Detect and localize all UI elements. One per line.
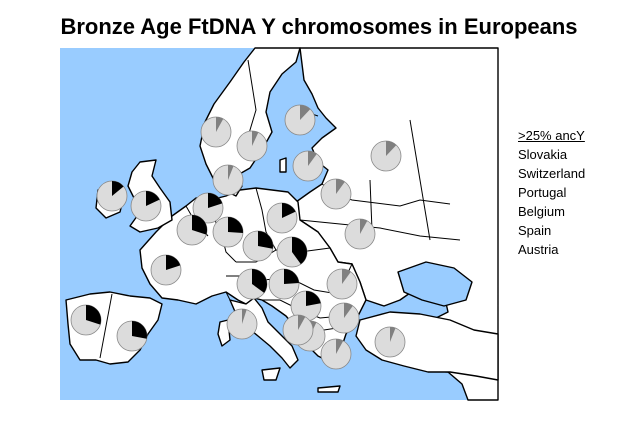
pie-germany-west — [212, 216, 244, 248]
pie-germany-east — [266, 202, 298, 234]
landmass-sicily — [261, 367, 281, 381]
pie-belgium — [176, 214, 208, 246]
legend-header: >25% ancY — [518, 128, 585, 143]
pie-slice-gray — [252, 131, 259, 146]
pie-slice-gray — [390, 327, 396, 342]
pie-slice-dark — [252, 269, 267, 293]
pie-spain — [116, 320, 148, 352]
pie-slice-dark — [192, 215, 208, 235]
pie-bulgaria — [328, 302, 360, 334]
pie-sweden-south — [212, 164, 244, 196]
pie-slice-dark — [132, 321, 148, 339]
pie-russia-north — [370, 140, 402, 172]
map-title: Bronze Age FtDNA Y chromosomes in Europe… — [60, 14, 578, 39]
pie-slice-dark — [86, 305, 101, 325]
pie-slice-gray — [298, 315, 306, 330]
pie-slice-dark — [284, 269, 299, 284]
pie-greece — [320, 338, 352, 370]
pie-slice-gray — [336, 179, 345, 194]
pie-slice-gray — [386, 141, 397, 156]
pie-romania — [326, 268, 358, 300]
pie-hungary — [268, 268, 300, 300]
pie-france — [150, 254, 182, 286]
pie-britain — [130, 190, 162, 222]
pie-slice-dark — [146, 191, 160, 206]
pie-layer — [70, 104, 406, 370]
pie-belarus-ukraine — [344, 218, 376, 250]
pie-slice-gray — [344, 303, 353, 318]
pie-slice-gray — [308, 151, 317, 166]
pie-slice-dark — [292, 237, 308, 265]
legend-item-portugal: Portugal — [518, 185, 567, 200]
pie-slice-dark — [208, 193, 223, 208]
landmass-crete — [317, 385, 341, 393]
pie-slovakia — [276, 236, 308, 268]
pie-italy-south — [282, 314, 314, 346]
pie-slice-dark — [112, 181, 124, 196]
pie-slice-dark — [306, 291, 321, 306]
legend-item-slovakia: Slovakia — [518, 147, 568, 162]
pie-slice-gray — [300, 105, 311, 120]
pie-portugal — [70, 304, 102, 336]
pie-italy-north — [226, 308, 258, 340]
pie-ireland — [96, 180, 128, 212]
pie-slice-dark — [282, 203, 296, 218]
pie-turkey — [374, 326, 406, 358]
pie-slice-dark — [258, 231, 273, 249]
pie-slice-gray — [360, 219, 368, 234]
pie-croatia — [290, 290, 322, 322]
pie-austria — [242, 230, 274, 262]
pie-norway-east — [236, 130, 268, 162]
pie-slice-gray — [216, 117, 224, 132]
landmass-gotland — [279, 157, 287, 173]
pie-norway-west — [200, 116, 232, 148]
pie-finland — [284, 104, 316, 136]
pie-baltics — [292, 150, 324, 182]
pie-poland — [320, 178, 352, 210]
pie-slice-gray — [242, 309, 247, 324]
pie-slice-gray — [336, 339, 344, 354]
legend-item-belgium: Belgium — [518, 204, 565, 219]
pie-switzerland — [236, 268, 268, 300]
legend-item-spain: Spain — [518, 223, 552, 238]
pie-slice-gray — [228, 165, 234, 180]
legend: >25% ancY Slovakia Switzerland Portugal … — [518, 126, 585, 259]
legend-item-austria: Austria — [518, 242, 559, 257]
pie-slice-gray — [342, 269, 351, 284]
legend-item-switzerland: Switzerland — [518, 166, 586, 181]
pie-slice-dark — [228, 217, 243, 233]
pie-netherlands — [192, 192, 224, 224]
black-sea — [397, 261, 473, 307]
pie-slice-dark — [166, 255, 181, 270]
